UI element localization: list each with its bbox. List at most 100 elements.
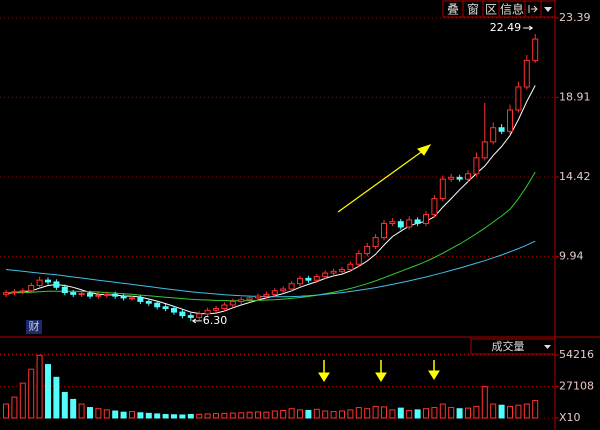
candle-body: [280, 288, 287, 292]
candle-body: [246, 297, 253, 301]
low-pointer: [191, 318, 202, 324]
volume-bar: [523, 403, 530, 419]
candle-body: [297, 277, 303, 285]
volume-bar: [515, 404, 522, 419]
badge-bg[interactable]: [26, 320, 42, 334]
candle-body: [431, 198, 438, 216]
volume-bar: [213, 413, 219, 419]
dropdown-icon: [544, 345, 551, 349]
toolbar-label: 窗: [467, 3, 479, 17]
volume-bar: [431, 407, 438, 419]
volume-bar: [532, 400, 539, 419]
volume-bar: [87, 407, 93, 419]
candle-body: [28, 284, 35, 292]
volume-bar: [389, 409, 396, 419]
candle-body: [339, 269, 345, 272]
indicator-selector[interactable]: [470, 338, 556, 355]
candle-body: [456, 176, 463, 180]
candle-body: [238, 299, 245, 302]
toolbar-label: 区: [485, 3, 497, 17]
volume-bar: [137, 412, 144, 419]
toolbar-label: 叠: [447, 3, 459, 17]
candle-body: [78, 292, 85, 295]
volume-bar: [171, 414, 177, 419]
volume-bar: [330, 411, 337, 419]
candle-body: [414, 219, 421, 224]
candle-body: [95, 294, 102, 297]
candle-body: [507, 109, 513, 132]
candle-body: [137, 297, 144, 302]
y-tick-label: 18.91: [559, 90, 591, 103]
volume-bar: [414, 409, 421, 419]
candle-body: [129, 297, 135, 300]
candle-body: [523, 59, 530, 88]
volume-bar: [280, 409, 287, 419]
arrow-head: [375, 372, 387, 382]
volume-bar: [162, 414, 169, 419]
y-tick-label: 14.42: [559, 170, 591, 183]
candle-body: [11, 291, 18, 294]
moving-average-line: [6, 171, 536, 302]
volume-bar: [507, 405, 513, 419]
volume-bar: [19, 382, 26, 419]
candle-body: [36, 279, 43, 286]
arrow-head: [428, 370, 440, 380]
volume-bar: [53, 376, 60, 419]
volume-bar: [271, 410, 278, 419]
volume-bar: [423, 408, 429, 419]
candle-body: [45, 279, 51, 283]
candle-body: [271, 290, 278, 295]
candle-body: [154, 302, 161, 308]
volume-bar: [179, 414, 186, 419]
y-tick-label: X10: [559, 411, 581, 424]
volume-bar: [456, 408, 463, 419]
toolbar-icon: [544, 7, 552, 12]
arrow-head: [417, 144, 432, 156]
volume-bar: [397, 407, 404, 419]
candle-body: [213, 308, 219, 311]
badge: 财: [29, 319, 40, 333]
volume-bar: [28, 368, 35, 419]
volume-bar: [154, 413, 161, 419]
candle-body: [532, 38, 539, 61]
candle-body: [305, 277, 312, 281]
candle-body: [179, 311, 186, 317]
volume-bar: [305, 409, 312, 419]
volume-bar: [238, 412, 245, 419]
toolbar-icon: [528, 5, 538, 13]
volume-bar: [481, 386, 488, 419]
volume-bar: [229, 412, 236, 419]
volume-bar: [255, 411, 261, 419]
candle-body: [498, 127, 505, 132]
volume-bar: [355, 407, 362, 419]
candle-body: [263, 293, 270, 297]
volume-bar: [103, 409, 110, 419]
volume-bar: [364, 408, 371, 419]
candle-body: [406, 219, 413, 228]
candle-body: [473, 157, 480, 175]
candle-body: [381, 222, 387, 239]
low-label: 6.30: [203, 314, 228, 327]
volume-bar: [61, 391, 68, 419]
candle-body: [313, 276, 320, 281]
candle-body: [3, 292, 9, 295]
volume-bar: [448, 407, 455, 419]
y-tick-label: 9.94: [559, 249, 584, 262]
candle-body: [19, 290, 26, 293]
candle-body: [221, 304, 228, 310]
candle-body: [70, 292, 77, 295]
candle-body: [515, 86, 522, 111]
arrow-head: [318, 372, 330, 382]
volume-bar: [45, 364, 51, 419]
volume-bar: [372, 405, 379, 419]
volume-bar: [288, 408, 295, 419]
candle-body: [229, 300, 236, 306]
candle-body: [465, 173, 471, 180]
candle-body: [120, 295, 127, 299]
volume-bar: [246, 411, 253, 419]
volume-bar: [347, 409, 354, 419]
candle-body: [372, 237, 379, 247]
candle-body: [61, 286, 68, 294]
volume-bar: [95, 408, 102, 419]
candle-body: [481, 141, 488, 159]
